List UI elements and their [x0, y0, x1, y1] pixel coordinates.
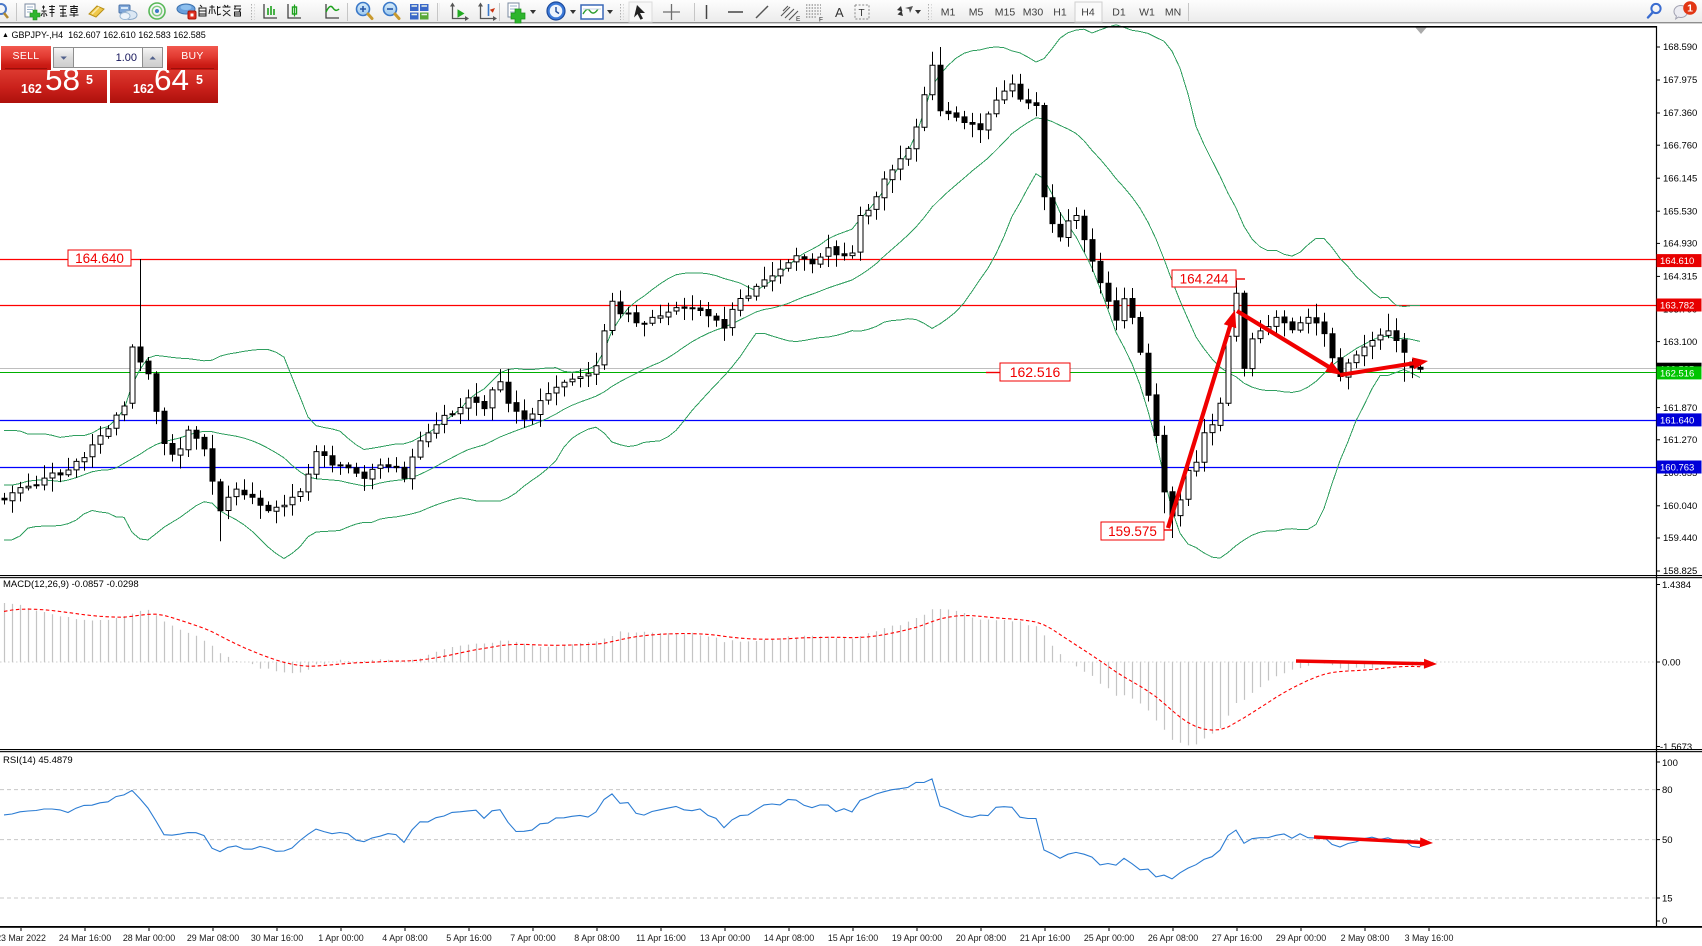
svg-text:7 Apr 00:00: 7 Apr 00:00	[510, 933, 555, 943]
svg-text:164.640: 164.640	[75, 251, 124, 266]
svg-text:1: 1	[1687, 3, 1693, 15]
svg-text:23 Mar 2022: 23 Mar 2022	[0, 933, 46, 943]
svg-text:11 Apr 16:00: 11 Apr 16:00	[636, 933, 686, 943]
svg-text:161.870: 161.870	[1663, 403, 1697, 414]
svg-text:161.640: 161.640	[1660, 415, 1694, 426]
svg-text:80: 80	[1662, 785, 1673, 796]
svg-text:158.825: 158.825	[1663, 566, 1697, 577]
svg-text:50: 50	[1662, 835, 1673, 846]
svg-text:159.440: 159.440	[1663, 533, 1697, 544]
svg-text:100: 100	[1662, 758, 1678, 769]
svg-text:162.516: 162.516	[1010, 364, 1061, 380]
svg-text:166.145: 166.145	[1663, 173, 1697, 184]
svg-text:19 Apr 00:00: 19 Apr 00:00	[892, 933, 942, 943]
svg-text:A: A	[835, 5, 844, 20]
svg-text:E: E	[796, 16, 801, 23]
svg-text:168.590: 168.590	[1663, 42, 1697, 53]
svg-text:24 Mar 16:00: 24 Mar 16:00	[59, 933, 111, 943]
svg-text:164.930: 164.930	[1663, 239, 1697, 250]
svg-text:M30: M30	[1023, 7, 1044, 19]
svg-text:28 Mar 00:00: 28 Mar 00:00	[123, 933, 175, 943]
svg-text:8 Apr 08:00: 8 Apr 08:00	[574, 933, 619, 943]
svg-text:-1.5673: -1.5673	[1660, 742, 1692, 753]
svg-text:167.360: 167.360	[1663, 108, 1697, 119]
svg-text:0.00: 0.00	[1662, 658, 1681, 669]
svg-text:H4: H4	[1081, 7, 1095, 19]
svg-text:1.4384: 1.4384	[1662, 580, 1691, 591]
svg-text:F: F	[819, 17, 823, 24]
svg-text:0: 0	[1662, 916, 1667, 927]
svg-text:163.782: 163.782	[1660, 300, 1694, 311]
svg-text:165.530: 165.530	[1663, 206, 1697, 217]
svg-text:15 Apr 16:00: 15 Apr 16:00	[828, 933, 878, 943]
svg-text:161.270: 161.270	[1663, 435, 1697, 446]
svg-text:166.760: 166.760	[1663, 140, 1697, 151]
svg-text:M15: M15	[995, 7, 1016, 19]
svg-text:20 Apr 08:00: 20 Apr 08:00	[956, 933, 1006, 943]
svg-text:5 Apr 16:00: 5 Apr 16:00	[446, 933, 491, 943]
svg-text:160.763: 160.763	[1660, 462, 1694, 473]
svg-text:14 Apr 08:00: 14 Apr 08:00	[764, 933, 814, 943]
svg-text:M1: M1	[941, 7, 956, 19]
svg-text:4 Apr 08:00: 4 Apr 08:00	[382, 933, 427, 943]
svg-text:D1: D1	[1112, 7, 1126, 19]
svg-text:25 Apr 00:00: 25 Apr 00:00	[1084, 933, 1134, 943]
svg-text:MN: MN	[1165, 7, 1181, 19]
svg-text:30 Mar 16:00: 30 Mar 16:00	[251, 933, 303, 943]
svg-text:159.575: 159.575	[1108, 524, 1157, 539]
svg-text:3 May 16:00: 3 May 16:00	[1405, 933, 1454, 943]
svg-text:163.100: 163.100	[1663, 337, 1697, 348]
svg-text:26 Apr 08:00: 26 Apr 08:00	[1148, 933, 1198, 943]
svg-text:27 Apr 16:00: 27 Apr 16:00	[1212, 933, 1262, 943]
svg-text:15: 15	[1662, 894, 1673, 905]
svg-text:2 May 08:00: 2 May 08:00	[1341, 933, 1390, 943]
svg-text:T: T	[859, 8, 865, 19]
svg-text:164.244: 164.244	[1180, 271, 1229, 286]
svg-text:13 Apr 00:00: 13 Apr 00:00	[700, 933, 750, 943]
svg-text:MACD(12,26,9) -0.0857 -0.0298: MACD(12,26,9) -0.0857 -0.0298	[3, 579, 139, 590]
svg-text:M5: M5	[969, 7, 984, 19]
svg-text:29 Mar 08:00: 29 Mar 08:00	[187, 933, 239, 943]
svg-text:162.516: 162.516	[1660, 368, 1694, 379]
svg-text:160.040: 160.040	[1663, 501, 1697, 512]
svg-text:29 Apr 00:00: 29 Apr 00:00	[1276, 933, 1326, 943]
svg-text:167.975: 167.975	[1663, 75, 1697, 86]
svg-text:1 Apr 00:00: 1 Apr 00:00	[318, 933, 363, 943]
svg-text:W1: W1	[1139, 7, 1155, 19]
svg-text:RSI(14) 45.4879: RSI(14) 45.4879	[3, 755, 73, 766]
svg-text:H1: H1	[1053, 7, 1067, 19]
svg-text:164.315: 164.315	[1663, 272, 1697, 283]
svg-text:21 Apr 16:00: 21 Apr 16:00	[1020, 933, 1070, 943]
svg-text:164.610: 164.610	[1660, 256, 1694, 267]
